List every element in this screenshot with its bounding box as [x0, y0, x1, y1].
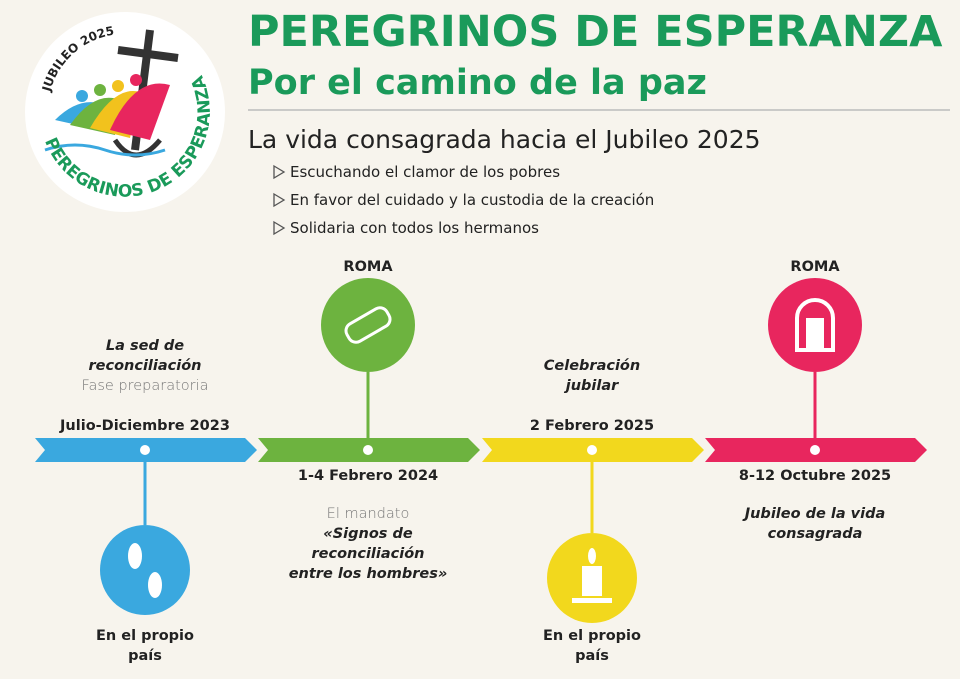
icon-door [768, 278, 862, 372]
bottom-line: «Signos de [323, 526, 413, 542]
icon-candle [547, 533, 637, 623]
bullet-icon [273, 220, 286, 236]
bullets: Escuchando el clamor de los pobres En fav… [273, 163, 654, 237]
logo: JUBILEO 2025 PEREGRINOS DE ESPERANZA [25, 12, 225, 212]
bullet-text: Escuchando el clamor de los pobres [290, 163, 560, 181]
icon-scroll [321, 278, 415, 372]
top-note: Fase preparatoria [81, 378, 208, 394]
note: El mandato [327, 506, 410, 522]
bullet-text: En favor del cuidado y la custodia de la… [290, 191, 654, 209]
timeline-texts: Julio-Diciembre 2023 La sed de reconciliac… [59, 259, 891, 664]
bottom-line: país [128, 648, 162, 664]
bullet-icon [273, 192, 286, 208]
date: 2 Febrero 2025 [530, 418, 654, 434]
place: ROMA [343, 259, 393, 275]
bottom-line: consagrada [768, 526, 863, 542]
bottom-line: En el propio [96, 628, 194, 644]
title: PEREGRINOS DE ESPERANZA [248, 7, 943, 57]
place: ROMA [790, 259, 840, 275]
bottom-line: entre los hombres» [289, 566, 448, 582]
bottom-line: reconciliación [311, 546, 424, 562]
icon-footprints [100, 525, 190, 615]
section-title: La vida consagrada hacia el Jubileo 2025 [248, 125, 761, 154]
top-line: La sed de [106, 338, 184, 354]
bottom-line: Jubileo de la vida [742, 506, 886, 522]
date: Julio-Diciembre 2023 [59, 418, 230, 434]
timeline-bar [35, 372, 927, 533]
top-line: reconciliación [88, 358, 201, 374]
bottom-line: En el propio [543, 628, 641, 644]
subtitle: Por el camino de la paz [248, 63, 707, 103]
bullet-icon [273, 164, 286, 180]
bullet-text: Solidaria con todos los hermanos [290, 219, 539, 237]
bottom-line: país [575, 648, 609, 664]
top-line: jubilar [564, 378, 619, 394]
date: 8-12 Octubre 2025 [739, 468, 891, 484]
top-line: Celebración [544, 358, 640, 374]
date: 1-4 Febrero 2024 [298, 468, 438, 484]
